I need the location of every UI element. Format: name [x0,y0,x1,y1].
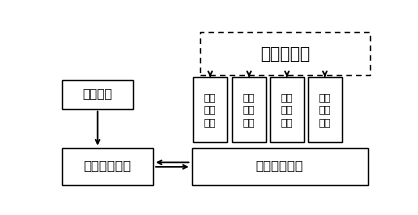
Text: 电源输入: 电源输入 [83,88,112,101]
Bar [200,32,370,75]
Text: 浓度
信号
输出: 浓度 信号 输出 [243,92,255,127]
Bar [308,77,342,142]
Text: 回波
信号
输出: 回波 信号 输出 [204,92,217,127]
Bar [62,148,153,185]
Text: 温度
信号
输入: 温度 信号 输入 [319,92,331,127]
Bar [191,148,368,185]
Bar [62,80,133,109]
Text: 流量
信号
输出: 流量 信号 输出 [281,92,293,127]
Text: 控制显示模块: 控制显示模块 [83,160,131,173]
Bar [270,77,304,142]
Text: 上位计算机: 上位计算机 [260,45,310,63]
Text: 信号传输模块: 信号传输模块 [256,160,304,173]
Bar [232,77,266,142]
Bar [193,77,227,142]
